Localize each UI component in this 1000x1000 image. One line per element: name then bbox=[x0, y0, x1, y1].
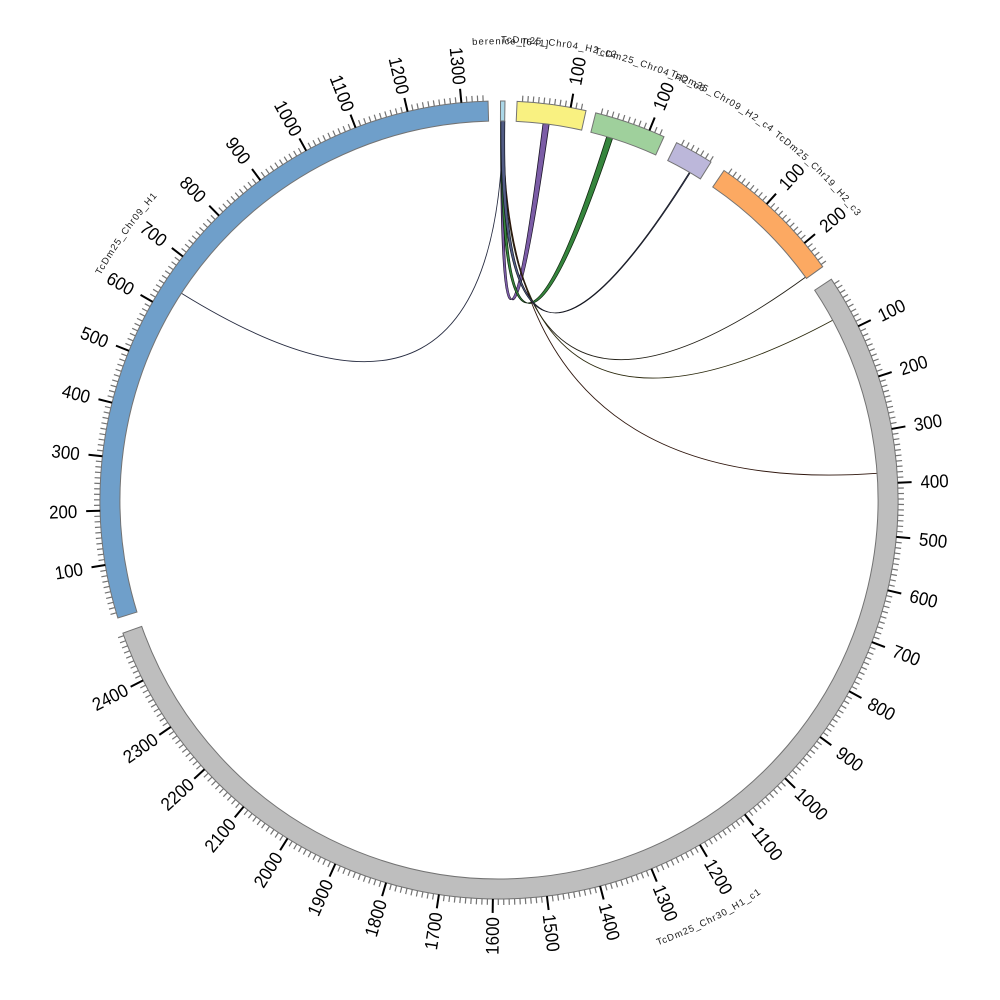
svg-text:1500: 1500 bbox=[539, 913, 564, 953]
svg-text:100: 100 bbox=[53, 558, 84, 583]
svg-text:500: 500 bbox=[918, 529, 948, 553]
svg-text:1600: 1600 bbox=[482, 917, 504, 955]
svg-text:200: 200 bbox=[49, 501, 78, 523]
svg-text:300: 300 bbox=[912, 409, 943, 435]
svg-text:100: 100 bbox=[564, 55, 590, 87]
svg-text:400: 400 bbox=[920, 470, 949, 492]
svg-text:300: 300 bbox=[50, 440, 80, 464]
svg-text:berenice_[641]: berenice_[641] bbox=[472, 36, 550, 50]
svg-text:1300: 1300 bbox=[446, 46, 470, 85]
